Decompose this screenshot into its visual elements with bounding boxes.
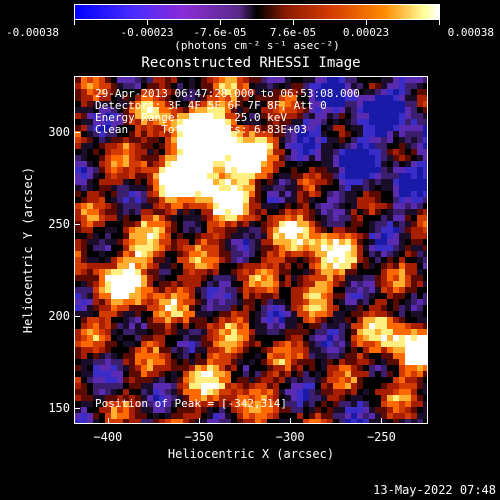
x-tick: [290, 418, 292, 424]
y-tick-label: 150: [48, 401, 70, 416]
colorbar-units: (photons cm⁻² s⁻¹ asec⁻²): [174, 39, 340, 52]
y-tick-label: 250: [48, 217, 70, 232]
colorbar-tick-label: -0.00038: [6, 26, 59, 39]
colorbar-tick-label: -7.6e-05: [193, 26, 247, 39]
y-tick: [74, 132, 80, 134]
annotation-clean: Clean Total counts: 6.83E+03: [95, 123, 307, 136]
colorbar-tick-label: 0.00038: [447, 26, 494, 39]
x-tick-label: −300: [275, 430, 305, 444]
x-axis: −400 −350 −300 −250: [74, 418, 428, 448]
x-tick: [381, 418, 383, 424]
annotation-peak: Position of Peak = [-342,314]: [95, 397, 288, 410]
x-tick-label: −350: [184, 430, 214, 444]
annotation-energy: Energy Range: 12.0 - 25.0 keV: [95, 111, 288, 124]
y-tick: [74, 316, 80, 318]
annotation-time-range: 29-Apr-2013 06:47:28.000 to 06:53:08.000: [95, 87, 360, 100]
y-tick: [74, 408, 80, 410]
colorbar-tick-label: 0.00023: [342, 26, 390, 39]
annotation-detectors: Detectors: 3F 4F 5F 6F 7F 8F, Att 0: [95, 99, 327, 112]
y-axis-label: Heliocentric Y (arcsec): [21, 166, 35, 334]
x-axis-label: Heliocentric X (arcsec): [167, 447, 335, 461]
y-tick-label: 200: [48, 309, 70, 324]
heatmap-image: [75, 77, 427, 423]
x-tick: [199, 418, 201, 424]
colorbar-tick-label: 7.6e-05: [269, 26, 317, 39]
colorbar-tick-label: -0.00023: [120, 26, 174, 39]
colorbar-ticks: [74, 20, 440, 26]
colorbar: [74, 4, 440, 20]
y-tick: [74, 224, 80, 226]
x-tick: [107, 418, 109, 424]
y-tick-label: 300: [48, 125, 70, 140]
y-axis: 150 200 250 300: [0, 76, 80, 424]
x-tick-label: −400: [93, 430, 123, 444]
footer-timestamp: 13-May-2022 07:48: [373, 483, 496, 497]
plot-area: [74, 76, 428, 424]
chart-title: Reconstructed RHESSI Image: [141, 55, 361, 71]
x-tick-label: −250: [366, 430, 396, 444]
